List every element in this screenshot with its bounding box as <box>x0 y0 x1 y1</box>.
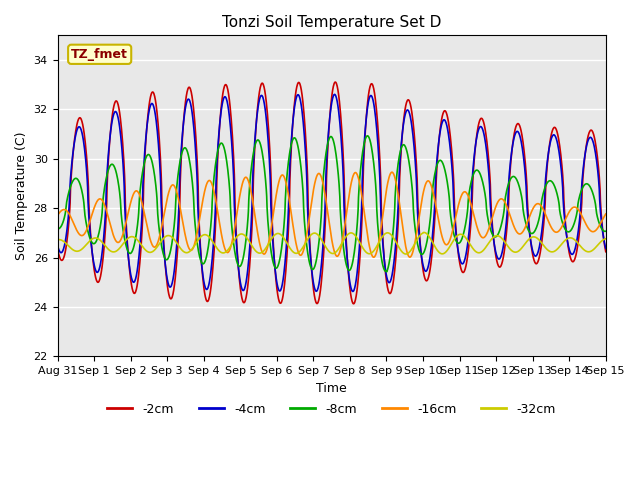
-32cm <box>489 235 497 240</box>
Text: TZ_fmet: TZ_fmet <box>71 48 128 61</box>
-32cm <box>175 244 183 250</box>
Title: Tonzi Soil Temperature Set D: Tonzi Soil Temperature Set D <box>222 15 442 30</box>
-8cm <box>175 162 183 168</box>
Line: -2cm: -2cm <box>58 82 605 304</box>
-2cm <box>489 230 497 236</box>
-4cm <box>175 182 183 188</box>
-4cm <box>237 282 244 288</box>
-2cm <box>417 253 425 259</box>
-4cm <box>489 232 497 238</box>
-8cm <box>54 226 61 232</box>
-8cm <box>602 228 609 234</box>
Line: -4cm: -4cm <box>58 95 605 291</box>
-32cm <box>402 251 410 257</box>
-2cm <box>237 288 244 294</box>
Line: -32cm: -32cm <box>58 232 605 254</box>
Legend: -2cm, -4cm, -8cm, -16cm, -32cm: -2cm, -4cm, -8cm, -16cm, -32cm <box>102 398 561 420</box>
X-axis label: Time: Time <box>316 382 347 395</box>
-16cm <box>237 188 244 193</box>
-16cm <box>538 204 545 209</box>
Line: -16cm: -16cm <box>58 172 605 257</box>
Line: -8cm: -8cm <box>58 136 605 272</box>
-2cm <box>332 79 339 85</box>
-2cm <box>602 249 609 254</box>
-32cm <box>417 231 425 237</box>
-16cm <box>54 213 61 218</box>
-8cm <box>383 269 390 275</box>
-16cm <box>417 200 425 205</box>
-2cm <box>54 246 61 252</box>
-2cm <box>538 242 545 248</box>
-32cm <box>54 237 61 243</box>
-16cm <box>602 211 609 217</box>
-16cm <box>388 169 396 175</box>
-4cm <box>163 269 170 275</box>
-32cm <box>420 229 428 235</box>
-2cm <box>163 272 170 277</box>
-4cm <box>349 288 356 294</box>
-8cm <box>163 257 170 263</box>
-2cm <box>349 301 357 307</box>
-4cm <box>54 242 61 248</box>
-16cm <box>489 212 497 218</box>
Y-axis label: Soil Temperature (C): Soil Temperature (C) <box>15 132 28 260</box>
-8cm <box>237 263 244 268</box>
-8cm <box>489 232 497 238</box>
-4cm <box>417 252 425 258</box>
-32cm <box>163 233 170 239</box>
-8cm <box>364 133 371 139</box>
-32cm <box>237 231 244 237</box>
-32cm <box>602 236 609 241</box>
-4cm <box>538 232 545 238</box>
-8cm <box>417 252 425 257</box>
-4cm <box>602 245 609 251</box>
-16cm <box>370 254 378 260</box>
-2cm <box>175 211 183 216</box>
-32cm <box>538 240 545 245</box>
-16cm <box>163 201 170 206</box>
-16cm <box>175 201 183 207</box>
-4cm <box>331 92 339 97</box>
-8cm <box>538 200 545 206</box>
